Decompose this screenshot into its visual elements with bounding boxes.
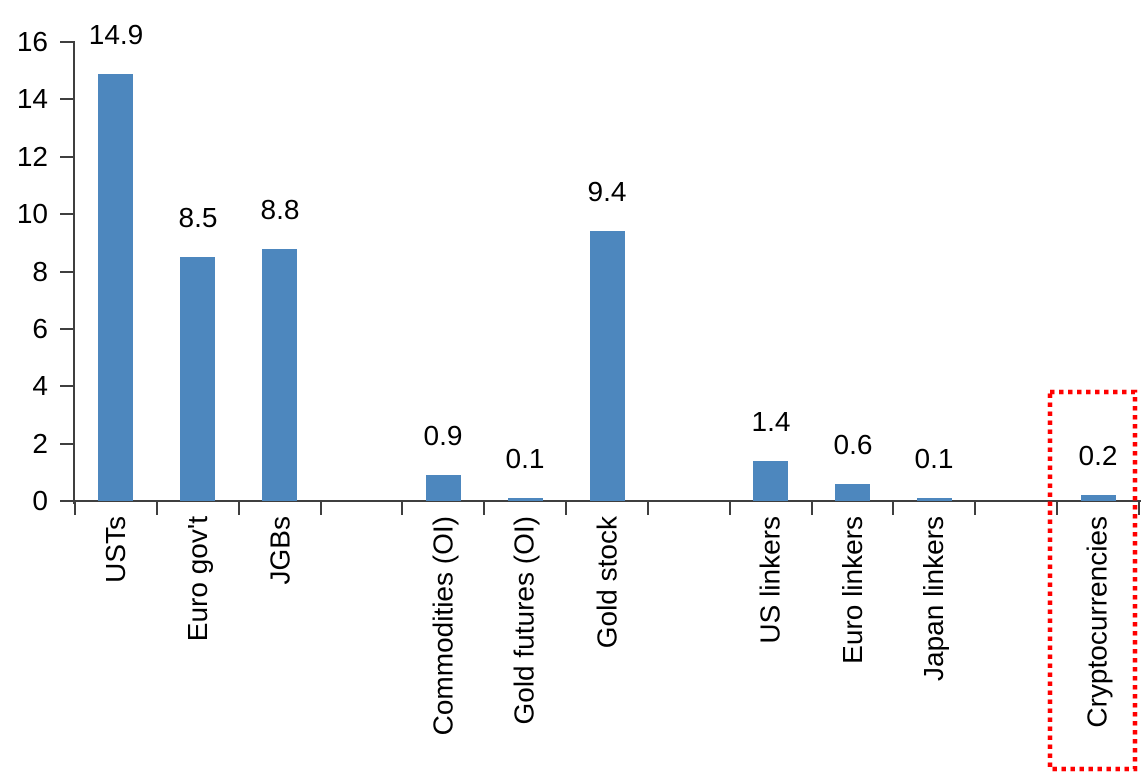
x-axis-tick xyxy=(565,502,567,515)
y-axis-tick-label: 0 xyxy=(32,485,48,516)
x-axis-tick xyxy=(729,502,731,515)
x-axis-category-label-us-linkers: US linkers xyxy=(755,516,786,644)
value-label-jgbs: 8.8 xyxy=(260,194,300,225)
x-axis-category-label-euro-linkers: Euro linkers xyxy=(837,516,868,664)
value-label-gold-futures-oi: 0.1 xyxy=(505,443,545,474)
value-label-cryptocurrencies: 0.2 xyxy=(1078,440,1118,471)
x-axis-category-label-usts: USTs xyxy=(100,516,131,583)
x-axis-tick xyxy=(892,502,894,515)
x-axis-tick xyxy=(1056,502,1058,515)
bar-gold-futures-oi xyxy=(508,498,543,501)
bar-us-linkers xyxy=(753,461,788,501)
x-axis-category-label-japan-linkers: Japan linkers xyxy=(918,516,949,681)
bar-commodities-oi xyxy=(426,475,461,501)
bar-jgbs xyxy=(262,249,297,501)
y-axis-tick xyxy=(60,500,75,502)
y-axis-tick xyxy=(60,98,75,100)
x-axis-tick xyxy=(647,502,649,515)
y-axis-tick-label: 10 xyxy=(16,198,48,229)
x-axis-category-label-gold-futures-oi: Gold futures (OI) xyxy=(509,516,540,725)
value-label-commodities-oi: 0.9 xyxy=(423,420,463,451)
y-axis-tick-label: 12 xyxy=(16,141,48,172)
x-axis-tick xyxy=(811,502,813,515)
y-axis-tick-label: 16 xyxy=(16,26,48,57)
value-label-gold-stock: 9.4 xyxy=(587,176,627,207)
x-axis-tick xyxy=(238,502,240,515)
x-axis-tick xyxy=(483,502,485,515)
bar-gold-stock xyxy=(590,231,625,501)
bar-euro-linkers xyxy=(835,484,870,501)
x-axis-category-label-gold-stock: Gold stock xyxy=(591,516,622,649)
x-axis-line xyxy=(73,500,1141,502)
x-axis-tick xyxy=(320,502,322,515)
bar-cryptocurrencies xyxy=(1081,495,1116,501)
x-axis-category-label-commodities-oi: Commodities (OI) xyxy=(427,516,458,736)
y-axis-tick xyxy=(60,41,75,43)
y-axis-tick xyxy=(60,443,75,445)
y-axis-tick xyxy=(60,213,75,215)
x-axis-category-label-euro-gov-t: Euro gov't xyxy=(182,516,213,642)
y-axis-tick-label: 8 xyxy=(32,256,48,287)
x-axis-tick xyxy=(401,502,403,515)
x-axis-tick xyxy=(1138,502,1140,515)
value-label-us-linkers: 1.4 xyxy=(751,406,791,437)
y-axis-tick xyxy=(60,156,75,158)
bar-euro-gov-t xyxy=(180,257,215,501)
y-axis-tick-label: 6 xyxy=(32,313,48,344)
bar-usts xyxy=(98,74,133,501)
x-axis-tick xyxy=(74,502,76,515)
y-axis-tick-label: 2 xyxy=(32,428,48,459)
y-axis-tick xyxy=(60,385,75,387)
value-label-euro-linkers: 0.6 xyxy=(833,429,873,460)
x-axis-category-label-jgbs: JGBs xyxy=(264,516,295,585)
y-axis-tick-label: 14 xyxy=(16,83,48,114)
y-axis-tick-label: 4 xyxy=(32,370,48,401)
x-axis-category-label-cryptocurrencies: Cryptocurrencies xyxy=(1082,516,1113,728)
x-axis-tick xyxy=(156,502,158,515)
y-axis-tick xyxy=(60,328,75,330)
bar-japan-linkers xyxy=(917,498,952,501)
value-label-japan-linkers: 0.1 xyxy=(914,443,954,474)
value-label-usts: 14.9 xyxy=(88,19,144,50)
value-label-euro-gov-t: 8.5 xyxy=(178,202,218,233)
x-axis-tick xyxy=(974,502,976,515)
y-axis-tick xyxy=(60,271,75,273)
